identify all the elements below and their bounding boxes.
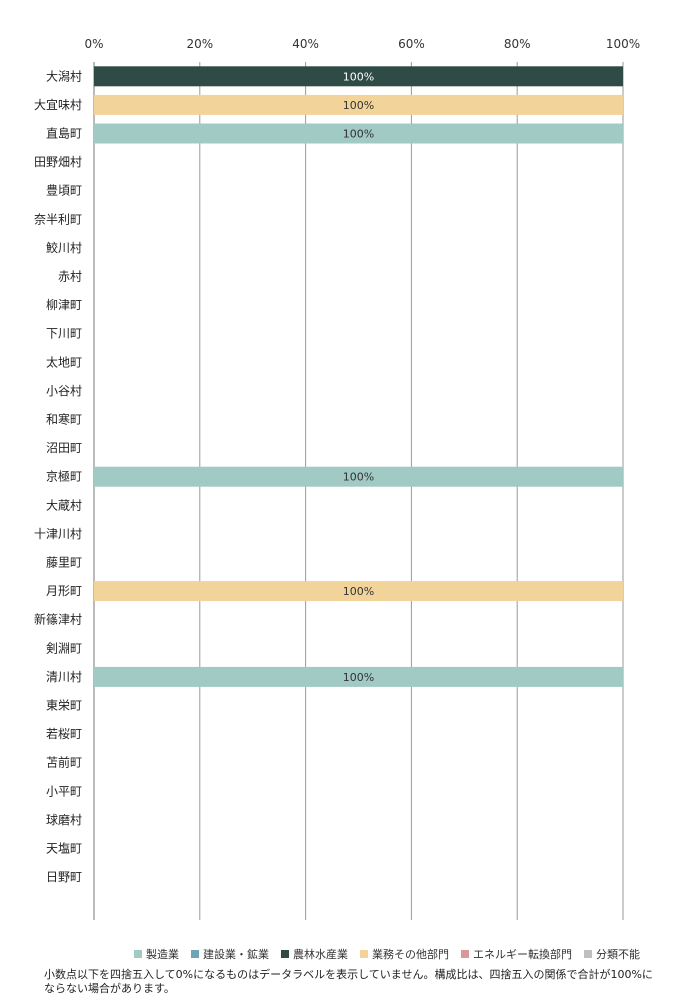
category-label: 球磨村 — [46, 813, 82, 827]
category-label: 和寒町 — [46, 412, 82, 427]
category-label: 豊頃町 — [46, 184, 82, 198]
bar-segment — [94, 94, 623, 115]
data-label: 100% — [343, 128, 374, 141]
legend-swatch — [461, 950, 469, 958]
legend-item: 農林水産業 — [281, 946, 348, 962]
legend-label: 業務その他部門 — [372, 948, 449, 961]
legend-label: 建設業・鉱業 — [203, 948, 269, 961]
legend-swatch — [281, 950, 289, 958]
category-label: 奈半利町 — [34, 212, 82, 226]
legend-swatch — [360, 950, 368, 958]
legend-item: 業務その他部門 — [360, 946, 449, 962]
legend-label: エネルギー転換部門 — [473, 948, 572, 961]
category-label: 赤村 — [58, 270, 82, 284]
category-label: 月形町 — [46, 584, 82, 598]
category-label: 太地町 — [46, 354, 82, 369]
bar-segment — [94, 666, 623, 687]
category-label: 京極町 — [46, 469, 82, 484]
category-label: 鮫川村 — [46, 240, 82, 255]
category-label: 苫前町 — [46, 755, 82, 770]
bar-segment — [94, 66, 623, 87]
legend-swatch — [584, 950, 592, 958]
category-label: 田野畑村 — [34, 155, 82, 169]
footnote: 小数点以下を四捨五入して0%になるものはデータラベルを表示していません。構成比は… — [44, 968, 653, 995]
category-label: 下川町 — [46, 327, 82, 341]
bar-segment — [94, 123, 623, 144]
category-label: 大蔵村 — [46, 498, 82, 512]
x-tick-label: 100% — [606, 37, 640, 51]
legend-label: 分類不能 — [596, 948, 640, 961]
data-label: 100% — [343, 671, 374, 684]
category-label: 柳津町 — [46, 298, 82, 312]
category-label: 天塩町 — [46, 841, 82, 856]
category-label: 小谷村 — [46, 384, 82, 398]
data-label: 100% — [343, 471, 374, 484]
bar-segment — [94, 581, 623, 602]
x-tick-label: 0% — [84, 37, 103, 51]
x-tick-label: 20% — [186, 37, 213, 51]
category-label: 藤里町 — [46, 556, 82, 570]
x-tick-label: 60% — [398, 37, 425, 51]
x-tick-label: 40% — [292, 37, 319, 51]
chart-legend: 製造業 建設業・鉱業 農林水産業 業務その他部門 エネルギー転換部門 分類不能 — [0, 946, 640, 962]
x-tick-label: 80% — [504, 37, 531, 51]
category-label: 直島町 — [46, 126, 82, 141]
category-label: 小平町 — [46, 784, 82, 798]
category-label: 剣淵町 — [46, 641, 82, 655]
data-label: 100% — [343, 70, 374, 83]
legend-swatch — [134, 950, 142, 958]
bar-segment — [94, 466, 623, 487]
data-label: 100% — [343, 585, 374, 598]
category-label: 大宜味村 — [34, 97, 82, 112]
legend-item: エネルギー転換部門 — [461, 946, 572, 962]
category-label: 若桜町 — [46, 727, 82, 741]
stacked-bar-chart: 0% 20% 40% 60% 80% 100% 大潟村 100% 大宜味村 100% 直島町 100%… — [34, 37, 640, 920]
category-label: 新篠津村 — [34, 612, 82, 627]
category-label: 日野町 — [46, 870, 82, 884]
category-label: 十津川村 — [34, 527, 82, 541]
legend-item: 製造業 — [134, 946, 179, 962]
legend-label: 農林水産業 — [293, 948, 348, 961]
data-label: 100% — [343, 99, 374, 112]
category-label: 大潟村 — [46, 69, 82, 83]
category-label: 東栄町 — [46, 699, 82, 713]
category-label: 沼田町 — [46, 441, 82, 455]
legend-swatch — [191, 950, 199, 958]
legend-label: 製造業 — [146, 948, 179, 961]
legend-item: 建設業・鉱業 — [191, 946, 269, 962]
category-label: 清川村 — [46, 670, 82, 684]
legend-item: 分類不能 — [584, 946, 640, 962]
